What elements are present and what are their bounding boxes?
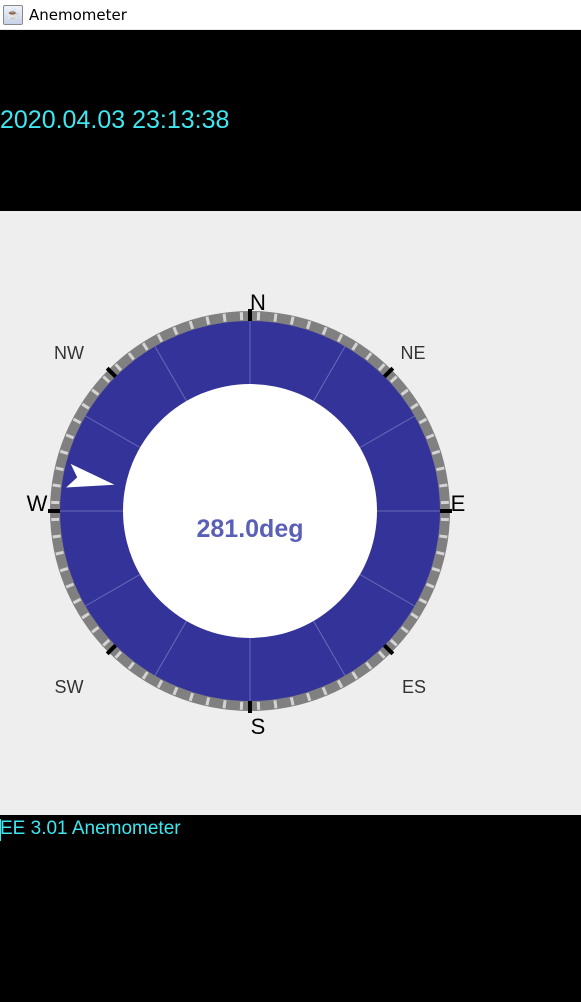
bezel-tick [273,313,278,322]
ring-spoke [85,574,141,607]
bezel-tick [55,550,64,556]
bezel-tick [365,352,373,361]
ring-spoke [359,415,415,448]
bezel-tick [81,402,90,410]
bezel-tick [418,417,428,425]
ring-spoke [359,574,415,607]
status-panel: EE 3.01 Anemometer [0,815,581,1002]
bezel-tick [222,313,227,322]
ring-spoke [154,620,187,676]
bezel-tick [336,679,344,689]
bezel-tick [400,388,409,396]
wind-direction-pointer [66,463,115,488]
bezel-tick [431,449,441,455]
bezel-tick [127,352,135,361]
bezel-tick [172,686,179,696]
bezel-tick [102,638,111,647]
bezel-tick [336,333,344,343]
bezel-tick [289,697,295,706]
bezel-tick [188,320,194,330]
bezel-tick [273,700,278,709]
bezel-tick [141,342,149,351]
bezel-tick [52,483,61,488]
label-south: S [251,714,266,739]
java-coffee-cup-icon[interactable]: ☕ [3,4,23,25]
header-panel: 2020.04.03 23:13:38 [0,30,581,211]
bezel-tick [351,342,359,351]
bezel-tick [65,433,75,440]
wind-direction-panel: N E S W NW NE SW ES 281.0deg [0,211,581,815]
bezel-tick [410,402,419,410]
ring-spoke [313,346,346,402]
text-caret [0,819,1,841]
major-tick [382,366,395,379]
bezel-tick [389,638,398,647]
label-northwest: NW [54,343,84,363]
bezel-tick [389,375,398,384]
ring-spoke [313,620,346,676]
bezel-tick [81,612,90,620]
bezel-tick [52,534,61,539]
bezel-tick [439,483,448,488]
bezel-tick [418,597,428,605]
bezel-tick [222,700,227,709]
label-north: N [250,290,266,315]
bezel-tick [410,612,419,620]
bezel-tick [306,320,312,330]
bezel-tick [289,316,295,325]
bezel-tick [141,671,149,680]
label-southwest: SW [55,677,84,697]
bezel-tick [321,326,328,336]
bezel-tick [59,567,69,573]
bezel-tick [365,661,373,670]
bezel-tick [351,671,359,680]
bezel-tick [72,417,82,425]
window-title: Anemometer [29,5,127,24]
major-tick [105,643,118,656]
bezel-tick [377,650,386,659]
bezel-tick [156,679,164,689]
major-tick [105,366,118,379]
bezel-tick [91,388,100,396]
label-west: W [27,491,48,516]
label-east: E [451,491,466,516]
wind-direction-gauge: N E S W NW NE SW ES 281.0deg [27,290,466,739]
ring-spoke [85,415,141,448]
bezel-tick [91,626,100,634]
bezel-tick [425,433,435,440]
bezel-tick [321,686,328,696]
status-text: EE 3.01 Anemometer [0,818,181,839]
ring-spoke [154,346,187,402]
bezel-tick [439,534,448,539]
bezel-tick [102,375,111,384]
bezel-tick [431,567,441,573]
bezel-tick [400,626,409,634]
title-bar: ☕ Anemometer [0,0,581,30]
datetime-display: 2020.04.03 23:13:38 [0,106,230,134]
label-east-south: ES [402,677,426,697]
bezel-tick [172,326,179,336]
bezel-tick [114,363,123,372]
direction-readout: 281.0deg [196,515,303,543]
bezel-tick [306,692,312,702]
bezel-tick [65,582,75,589]
bezel-tick [436,550,445,556]
bezel-tick [127,661,135,670]
bezel-tick [55,466,64,472]
bezel-tick [425,582,435,589]
major-tick [382,643,395,656]
label-northeast: NE [400,343,425,363]
cardinal-ticks [48,309,452,713]
bezel-tick [436,466,445,472]
bezel-tick [205,316,211,325]
bezel-tick [72,597,82,605]
bezel-tick [188,692,194,702]
center-disc [123,384,377,638]
bezel-tick [59,449,69,455]
bezel-tick [114,650,123,659]
bezel-tick [205,697,211,706]
bezel-tick [377,363,386,372]
ring-spokes [60,321,440,701]
bezel-tick [156,333,164,343]
